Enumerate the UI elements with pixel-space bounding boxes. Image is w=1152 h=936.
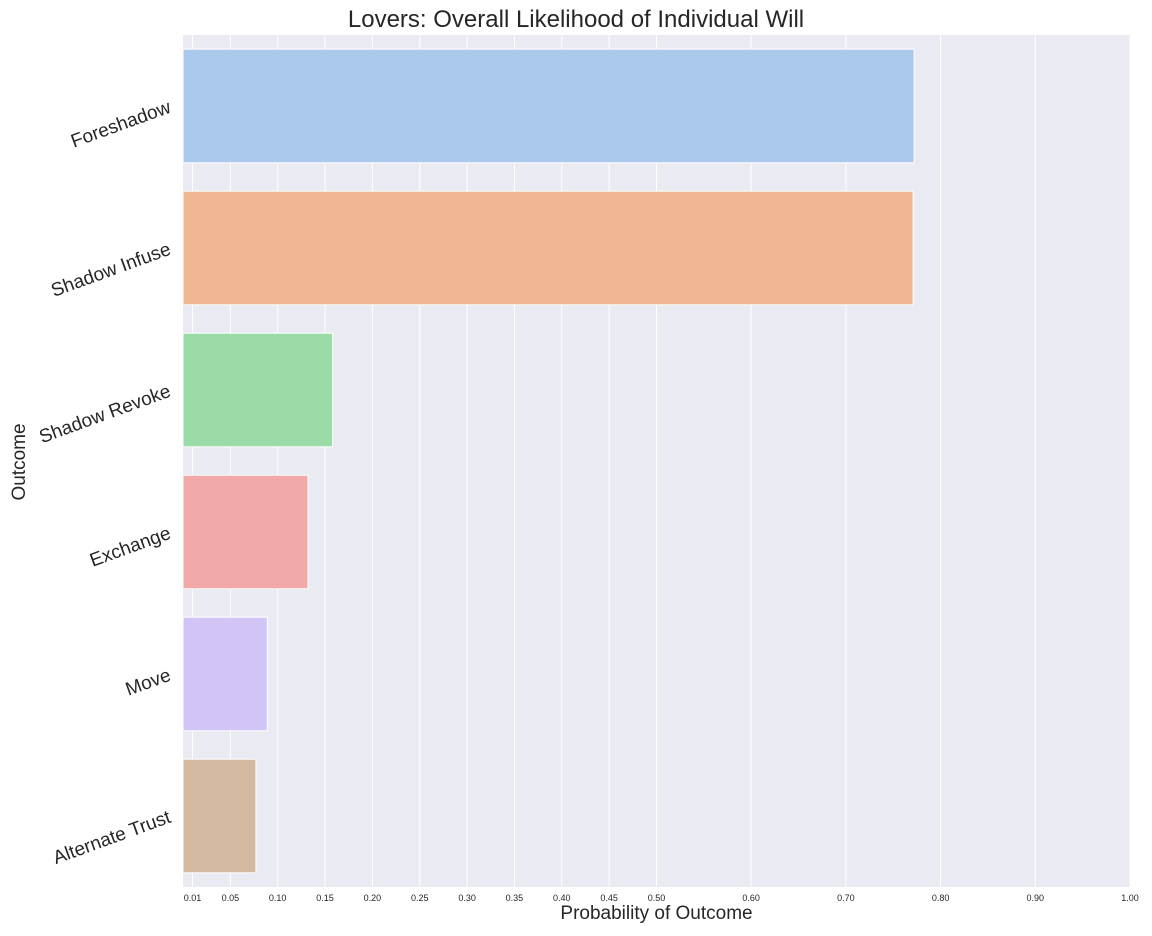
bar-foreshadow <box>183 49 914 163</box>
x-tick-label: 0.90 <box>1027 893 1045 903</box>
bar-exchange <box>183 475 308 589</box>
bar-shadow-infuse <box>183 191 913 305</box>
x-tick-label: 0.10 <box>269 893 287 903</box>
y-tick-label: Exchange <box>87 523 174 572</box>
x-tick-label: 0.60 <box>742 893 760 903</box>
x-tick-label: 0.45 <box>600 893 618 903</box>
bar-alternate-trust <box>183 759 256 873</box>
x-tick-label: 0.40 <box>553 893 571 903</box>
bar-shadow-revoke <box>183 333 333 447</box>
y-tick-label: Move <box>123 665 174 701</box>
x-tick-label: 0.30 <box>458 893 476 903</box>
x-tick-label: 0.50 <box>648 893 666 903</box>
x-tick-label: 0.35 <box>506 893 524 903</box>
x-tick-label: 0.05 <box>222 893 240 903</box>
y-tick-label: Foreshadow <box>68 97 174 153</box>
x-tick-label: 0.70 <box>837 893 855 903</box>
x-axis-label: Probability of Outcome <box>183 903 1130 925</box>
x-tick-label: 1.00 <box>1121 893 1139 903</box>
y-tick-label: Alternate Trust <box>50 807 174 869</box>
x-tick-label: 0.01 <box>184 893 202 903</box>
y-tick-label: Shadow Revoke <box>36 381 173 448</box>
y-axis-label: Outcome <box>9 423 31 500</box>
x-tick-label: 0.15 <box>316 893 334 903</box>
y-tick-label: Shadow Infuse <box>48 239 173 302</box>
bar-move <box>183 617 267 731</box>
x-tick-label: 0.20 <box>364 893 382 903</box>
x-tick-label: 0.80 <box>932 893 950 903</box>
x-tick-label: 0.25 <box>411 893 429 903</box>
